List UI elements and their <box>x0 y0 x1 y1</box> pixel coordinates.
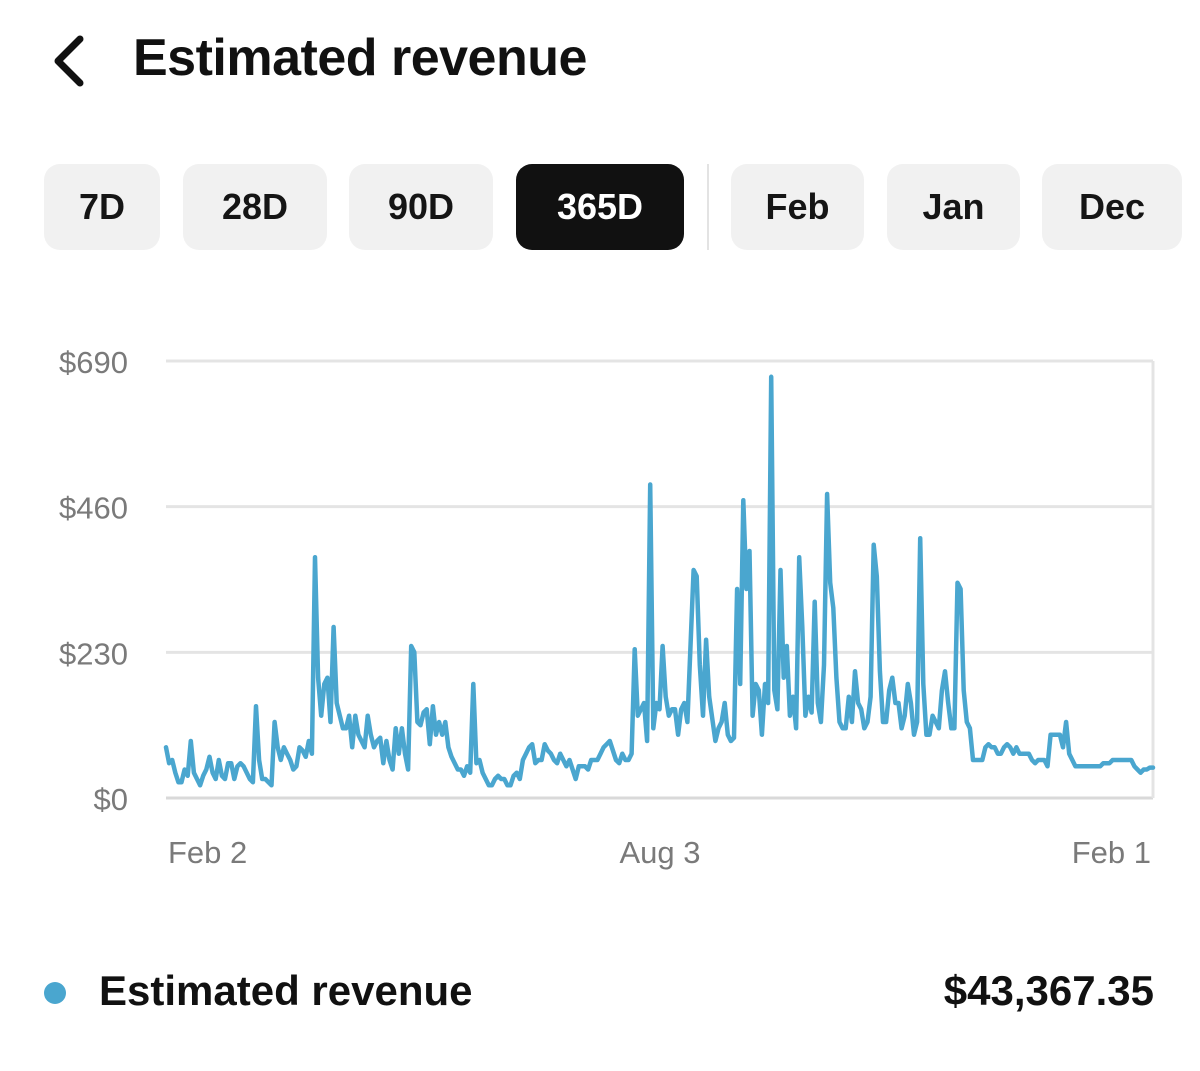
x-tick-label: Aug 3 <box>619 835 700 870</box>
chevron-left-icon <box>54 35 84 87</box>
x-tick-label: Feb 2 <box>168 835 247 870</box>
y-tick-label: $0 <box>94 782 128 817</box>
revenue-chart: $0 $230 $460 $690 Feb 2 Aug 3 Feb 1 <box>59 345 1156 870</box>
range-chip-90d[interactable]: 90D <box>349 164 493 250</box>
range-chip-dec[interactable]: Dec <box>1042 164 1182 250</box>
series-line-estimated-revenue <box>163 374 1156 788</box>
range-chip-feb[interactable]: Feb <box>731 164 864 250</box>
range-chip-7d[interactable]: 7D <box>44 164 160 250</box>
range-chip-jan[interactable]: Jan <box>887 164 1020 250</box>
x-tick-label: Feb 1 <box>1072 835 1151 870</box>
y-tick-label: $230 <box>59 636 128 671</box>
legend-label: Estimated revenue <box>99 967 473 1014</box>
page-title: Estimated revenue <box>133 29 587 87</box>
range-chip-365d[interactable]: 365D <box>516 164 684 250</box>
legend-dot <box>44 982 66 1004</box>
y-tick-label: $690 <box>59 345 128 380</box>
legend-total-value: $43,367.35 <box>943 967 1154 1014</box>
back-button[interactable] <box>38 30 98 92</box>
range-chip-28d[interactable]: 28D <box>183 164 327 250</box>
chip-divider <box>707 164 709 250</box>
y-tick-label: $460 <box>59 491 128 526</box>
